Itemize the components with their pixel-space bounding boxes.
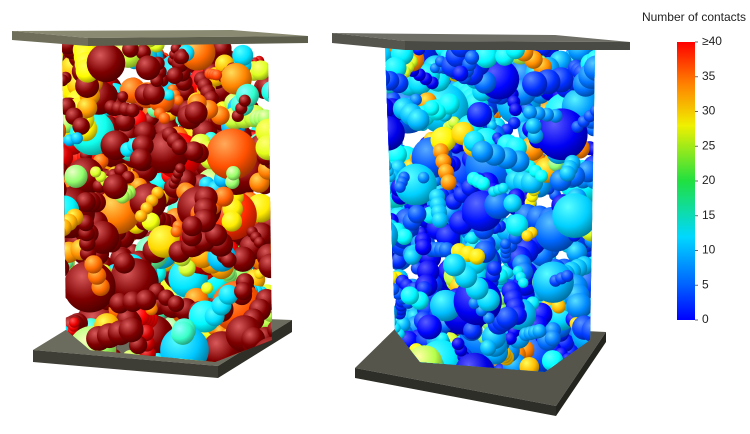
specimen-left (24, 42, 298, 362)
particle (72, 117, 90, 135)
particle (51, 231, 62, 242)
particle (62, 198, 66, 218)
particle (62, 257, 70, 279)
particle (37, 160, 61, 184)
particle (62, 317, 64, 336)
particle (90, 166, 102, 178)
particle (269, 86, 272, 109)
particle (68, 317, 80, 328)
particle (62, 162, 68, 176)
particle (62, 163, 65, 189)
particle (62, 244, 66, 267)
particle (261, 80, 272, 103)
particle (39, 232, 61, 254)
particle (44, 53, 60, 69)
particle (62, 145, 74, 170)
particle (24, 255, 44, 275)
particle (62, 177, 67, 202)
particle (50, 166, 62, 178)
particle (250, 60, 271, 81)
particle (232, 44, 254, 66)
particle (268, 142, 272, 166)
particle (62, 232, 65, 244)
particle (221, 211, 243, 232)
particle (253, 236, 266, 249)
particle (34, 254, 54, 274)
particle (142, 82, 165, 105)
particle (258, 253, 272, 279)
particle (75, 192, 96, 213)
particle (173, 95, 184, 106)
particle (266, 146, 272, 167)
particle (163, 89, 175, 101)
particle (158, 112, 171, 125)
particle (62, 252, 65, 274)
particle (278, 290, 298, 310)
particle (125, 103, 140, 118)
particle (62, 244, 68, 266)
particle (38, 311, 55, 328)
particle (26, 178, 51, 203)
particle (230, 246, 256, 272)
particle (211, 69, 223, 81)
